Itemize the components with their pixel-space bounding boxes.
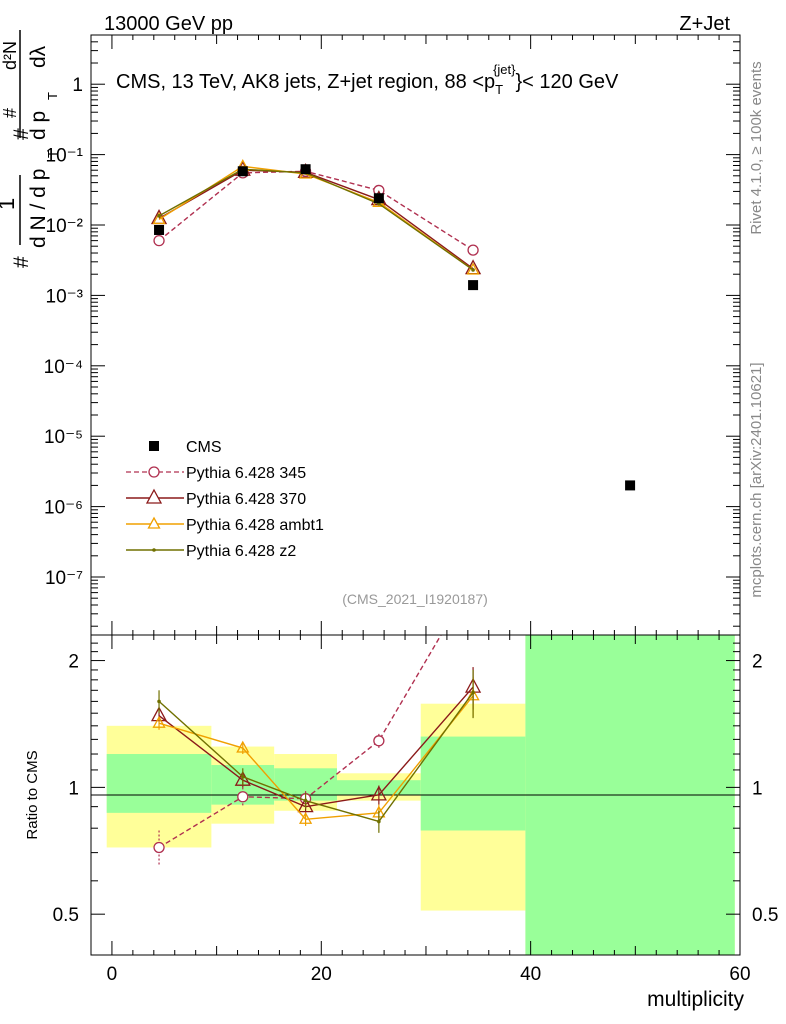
svg-text:Pythia 6.428 345: Pythia 6.428 345: [186, 465, 306, 482]
y-tick-label: 1: [72, 75, 83, 96]
svg-text:T: T: [45, 150, 60, 158]
band-green: [420, 736, 526, 831]
ratio-point-2: [298, 811, 313, 824]
svg-text:#: #: [10, 256, 33, 268]
y-tick-label: 10⁻¹: [46, 146, 84, 167]
ratio-y-tick-label: 2: [68, 652, 79, 673]
data-point-3: [466, 262, 480, 275]
main-series-layer: [150, 159, 636, 491]
chart-title: CMS, 13 TeV, AK8 jets, Z+jet region, 88 …: [116, 62, 619, 97]
y-tick-label: 10⁻⁵: [44, 427, 83, 448]
series-line-4: [158, 168, 474, 271]
ratio-point-3: [157, 699, 161, 704]
process-label: Z+Jet: [679, 13, 730, 35]
ratio-x-ticks: 0 20 40 60: [107, 635, 751, 985]
ratio-y-tick-label-right: 0.5: [752, 905, 778, 926]
data-point-1: [467, 244, 479, 256]
svg-text:1: 1: [0, 198, 19, 210]
y-tick-label: 10⁻⁴: [44, 357, 83, 378]
ratio-point-2: [152, 715, 166, 728]
series-line-1: [158, 170, 474, 251]
ratio-point-2: [236, 740, 250, 753]
series-line-3: [158, 165, 474, 271]
ratio-point-3: [303, 798, 308, 803]
legend: CMS Pythia 6.428 345 Pythia 6.428 370 Py…: [126, 439, 324, 560]
band-green: [106, 754, 212, 813]
svg-text:Pythia 6.428 370: Pythia 6.428 370: [186, 491, 306, 508]
energy-label: 13000 GeV pp: [104, 13, 233, 35]
legend-entry-ambt1: Pythia 6.428 ambt1: [126, 516, 324, 534]
svg-text:d N / d p: d N / d p: [27, 169, 50, 248]
svg-text:dλ: dλ: [27, 45, 50, 68]
x-tick-label: 40: [520, 964, 541, 985]
x-axis-label: multiplicity: [647, 988, 744, 1011]
y-tick-label: 10⁻²: [46, 216, 84, 237]
main-y-ticks: 10⁻⁷ 10⁻⁶ 10⁻⁵ 10⁻⁴ 10⁻³ 10⁻² 10⁻¹ 1: [44, 34, 740, 627]
svg-text:T: T: [45, 92, 60, 100]
ratio-point-0: [237, 791, 249, 803]
main-y-label: # 1 d N / d p T # # d²N d p T dλ: [0, 30, 60, 268]
main-panel: 10⁻⁷ 10⁻⁶ 10⁻⁵ 10⁻⁴ 10⁻³ 10⁻² 10⁻¹ 1 CMS, 13 Te…: [0, 30, 741, 636]
ratio-point-0: [153, 841, 165, 854]
data-point-3: [152, 212, 166, 225]
svg-text:CMS: CMS: [186, 439, 222, 456]
ratio-panel: 0.5 0.5 1 1 2 2 0 20 40 60 Ratio to CMS multipli…: [24, 634, 778, 1011]
ratio-y-tick-label: 0.5: [53, 905, 79, 926]
y-tick-label: 10⁻⁶: [44, 498, 83, 519]
data-point-0: [154, 224, 165, 235]
data-point-4: [157, 214, 161, 218]
ratio-y-ticks: 0.5 0.5 1 1 2 2: [53, 634, 778, 956]
x-tick-label: 20: [311, 964, 332, 985]
ratio-point-3: [471, 690, 475, 695]
svg-text:d²N: d²N: [0, 41, 20, 70]
ratio-frame: [90, 634, 741, 956]
ratio-series-clipped: [150, 635, 482, 867]
analysis-id: (CMS_2021_I1920187): [342, 591, 488, 607]
ratio-point-3: [377, 819, 381, 824]
data-point-0: [300, 164, 311, 175]
data-point-0: [237, 166, 248, 177]
ratio-y-label: Ratio to CMS: [24, 750, 41, 839]
legend-entry-cms: CMS: [149, 439, 222, 456]
rivet-label: Rivet 4.1.0, ≥ 100k events: [748, 61, 765, 234]
data-point-0: [468, 280, 479, 291]
y-tick-label: 10⁻⁷: [45, 568, 83, 589]
ratio-series-layer: [150, 635, 482, 867]
ratio-point-1: [370, 785, 387, 801]
svg-text:#: #: [0, 108, 20, 118]
x-tick-label: 0: [107, 964, 118, 985]
mcplots-label: mcplots.cern.ch [arXiv:2401.10621]: [748, 362, 765, 597]
legend-entry-370: Pythia 6.428 370: [126, 488, 306, 508]
series-line-2: [158, 169, 474, 270]
data-point-0: [625, 480, 636, 491]
svg-text:#: #: [10, 128, 33, 140]
data-point-0: [373, 193, 384, 204]
ratio-point-3: [240, 774, 245, 779]
y-tick-label: 10⁻³: [46, 286, 84, 307]
svg-text:Pythia 6.428 ambt1: Pythia 6.428 ambt1: [186, 517, 324, 534]
legend-entry-345: Pythia 6.428 345: [126, 465, 306, 482]
ratio-point-0: [373, 735, 385, 747]
ratio-y-tick-label-right: 1: [752, 778, 763, 799]
main-x-ticks: [111, 35, 741, 635]
svg-text:d p: d p: [27, 111, 50, 140]
legend-entry-z2: Pythia 6.428 z2: [126, 543, 296, 560]
ratio-y-tick-label: 1: [68, 778, 79, 799]
x-tick-label: 60: [729, 964, 750, 985]
data-point-1: [153, 234, 165, 247]
ratio-point-1: [297, 797, 314, 813]
data-point-4: [471, 268, 475, 272]
svg-text:Pythia 6.428 z2: Pythia 6.428 z2: [186, 543, 296, 560]
ratio-y-tick-label-right: 2: [752, 652, 763, 673]
